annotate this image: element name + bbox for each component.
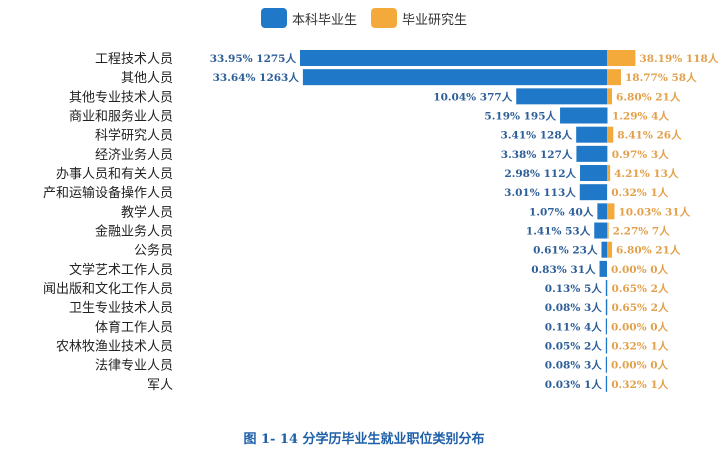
bar-undergrad — [302, 69, 607, 86]
bar-undergrad — [576, 126, 607, 143]
bar-undergrad — [597, 203, 607, 220]
category-label: 教学人员 — [121, 204, 173, 220]
data-label-undergrad: 5.19% 195人 — [484, 110, 556, 123]
bar-grad — [607, 145, 608, 162]
bar-undergrad — [300, 50, 607, 66]
bar-undergrad — [580, 165, 607, 182]
data-label-undergrad: 2.98% 112人 — [504, 167, 576, 180]
data-label-undergrad: 0.05% 2人 — [545, 340, 603, 353]
data-label-grad: 0.65% 2人 — [611, 301, 669, 314]
bar-undergrad — [605, 337, 607, 354]
legend-item-undergrad: 本科毕业生 — [260, 8, 357, 28]
bar-undergrad — [605, 375, 607, 392]
category-label: 工程技术人员 — [95, 52, 173, 67]
category-label: 科学研究人员 — [95, 128, 173, 144]
data-label-grad: 38.19% 118人 — [639, 52, 718, 65]
category-label: 办事人员和有关人员 — [56, 167, 173, 182]
data-label-undergrad: 33.95% 1275人 — [210, 52, 297, 65]
data-label-undergrad: 1.07% 40人 — [529, 205, 594, 218]
category-label: 经济业务人员 — [95, 147, 173, 163]
bar-undergrad — [599, 260, 607, 277]
legend-swatch-undergrad — [260, 8, 287, 28]
data-label-undergrad: 0.08% 3人 — [545, 301, 603, 314]
bar-undergrad — [579, 184, 607, 201]
legend-label-grad: 毕业研究生 — [402, 12, 468, 28]
data-label-grad: 0.32% 1人 — [611, 340, 669, 353]
bar-undergrad — [605, 299, 607, 316]
data-label-undergrad: 10.04% 377人 — [433, 90, 512, 103]
data-label-undergrad: 3.38% 127人 — [501, 148, 573, 161]
bar-grad — [607, 69, 621, 86]
data-label-grad: 0.97% 3人 — [612, 148, 670, 161]
bar-grad — [607, 88, 613, 105]
data-label-undergrad: 3.01% 113人 — [504, 186, 576, 199]
bar-undergrad — [560, 107, 607, 124]
data-label-undergrad: 0.13% 5人 — [545, 282, 603, 295]
category-label: 其他专业技术人员 — [69, 90, 173, 105]
category-label: 金融业务人员 — [95, 224, 173, 240]
bar-undergrad — [576, 145, 607, 162]
data-label-grad: 18.77% 58人 — [625, 71, 697, 84]
category-label: 闻出版和文化工作人员 — [43, 282, 173, 297]
data-label-grad: 4.21% 13人 — [614, 167, 679, 180]
data-label-grad: 10.03% 31人 — [618, 205, 690, 218]
data-label-undergrad: 0.11% 4人 — [545, 320, 603, 333]
data-label-grad: 0.00% 0人 — [611, 263, 669, 276]
data-label-grad: 0.65% 2人 — [611, 282, 669, 295]
category-label: 商业和服务业人员 — [69, 109, 173, 125]
bar-grad — [607, 222, 609, 239]
category-label: 产和运输设备操作人员 — [43, 185, 173, 201]
bar-grad — [607, 241, 613, 258]
category-label: 体育工作人员 — [95, 319, 173, 335]
data-label-grad: 0.32% 1人 — [611, 186, 669, 199]
bar-grad — [607, 165, 611, 182]
category-label: 法律专业人员 — [95, 359, 173, 374]
bar-grad — [607, 203, 615, 220]
data-label-grad: 0.00% 0人 — [611, 320, 669, 333]
data-label-grad: 6.80% 21人 — [616, 244, 681, 257]
category-label: 公务员 — [134, 243, 173, 259]
bar-undergrad — [605, 356, 607, 373]
legend-item-grad: 毕业研究生 — [371, 8, 467, 28]
data-label-undergrad: 33.64% 1263人 — [213, 71, 300, 84]
data-label-undergrad: 0.61% 23人 — [533, 244, 598, 257]
category-label: 卫生专业技术人员 — [69, 301, 173, 316]
data-label-grad: 8.41% 26人 — [617, 129, 682, 142]
category-label: 农林牧渔业技术人员 — [56, 340, 173, 355]
bar-grad — [607, 107, 608, 124]
data-label-undergrad: 0.03% 1人 — [545, 378, 603, 391]
data-label-grad: 0.32% 1人 — [611, 378, 669, 391]
legend-label-undergrad: 本科毕业生 — [291, 12, 357, 28]
bar-undergrad — [605, 280, 607, 297]
data-label-grad: 2.27% 7人 — [613, 225, 671, 238]
bar-undergrad — [601, 241, 607, 258]
data-label-undergrad: 3.41% 128人 — [501, 129, 573, 142]
category-label: 军人 — [147, 378, 173, 393]
category-label: 文学艺术工作人员 — [69, 262, 173, 278]
bar-undergrad — [605, 318, 607, 335]
chart-caption: 图 1- 14 分学历毕业生就业职位类别分布 — [243, 432, 485, 447]
bar-undergrad — [594, 222, 607, 239]
bar-grad — [607, 126, 614, 143]
data-label-grad: 6.80% 21人 — [616, 90, 681, 103]
legend: 本科毕业生 毕业研究生 — [0, 8, 728, 28]
data-label-grad: 0.00% 0人 — [611, 359, 669, 372]
legend-swatch-grad — [371, 8, 397, 28]
data-label-undergrad: 1.41% 53人 — [526, 225, 591, 238]
bar-undergrad — [516, 88, 607, 105]
category-label: 其他人员 — [121, 71, 173, 86]
bar-grad — [607, 50, 636, 66]
data-label-grad: 1.29% 4人 — [612, 110, 670, 123]
data-label-undergrad: 0.83% 31人 — [531, 263, 596, 276]
data-label-undergrad: 0.08% 3人 — [545, 359, 603, 372]
